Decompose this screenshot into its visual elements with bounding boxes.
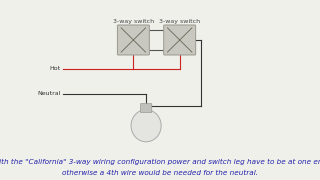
Text: 3-way switch: 3-way switch	[113, 19, 154, 24]
FancyBboxPatch shape	[117, 25, 149, 55]
Ellipse shape	[131, 110, 161, 142]
Text: Neutral: Neutral	[37, 91, 60, 96]
Text: With the "California" 3-way wiring configuration power and switch leg have to be: With the "California" 3-way wiring confi…	[0, 159, 320, 165]
Text: 3-way switch: 3-way switch	[159, 19, 200, 24]
FancyBboxPatch shape	[164, 25, 196, 55]
FancyBboxPatch shape	[140, 104, 152, 112]
Text: Hot: Hot	[49, 66, 60, 71]
Text: otherwise a 4th wire would be needed for the neutral.: otherwise a 4th wire would be needed for…	[62, 170, 258, 176]
